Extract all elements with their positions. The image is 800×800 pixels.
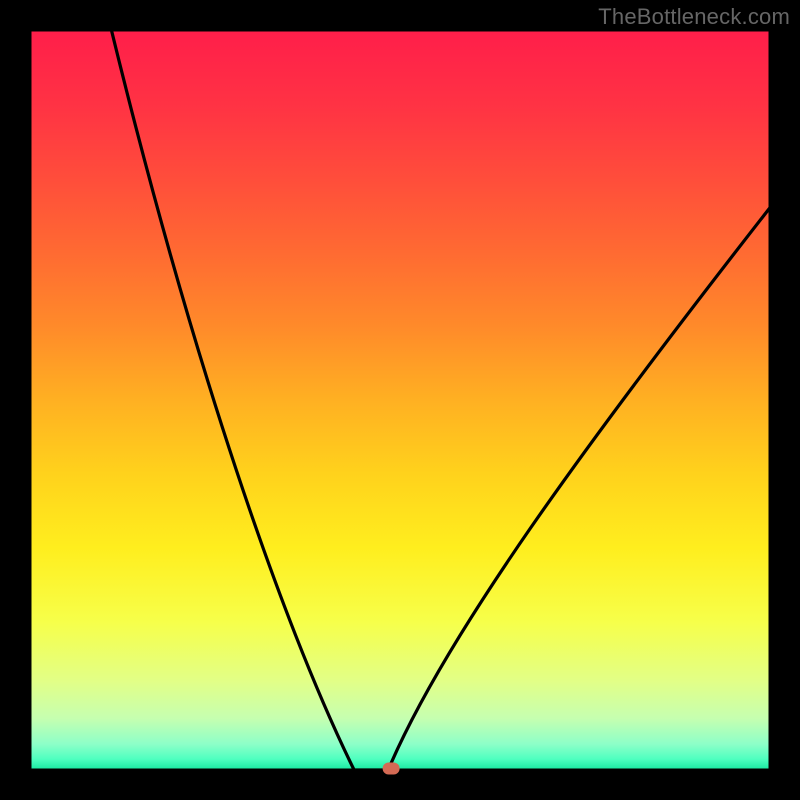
bottleneck-chart (0, 0, 800, 800)
chart-stage: TheBottleneck.com (0, 0, 800, 800)
optimum-marker (383, 763, 400, 775)
